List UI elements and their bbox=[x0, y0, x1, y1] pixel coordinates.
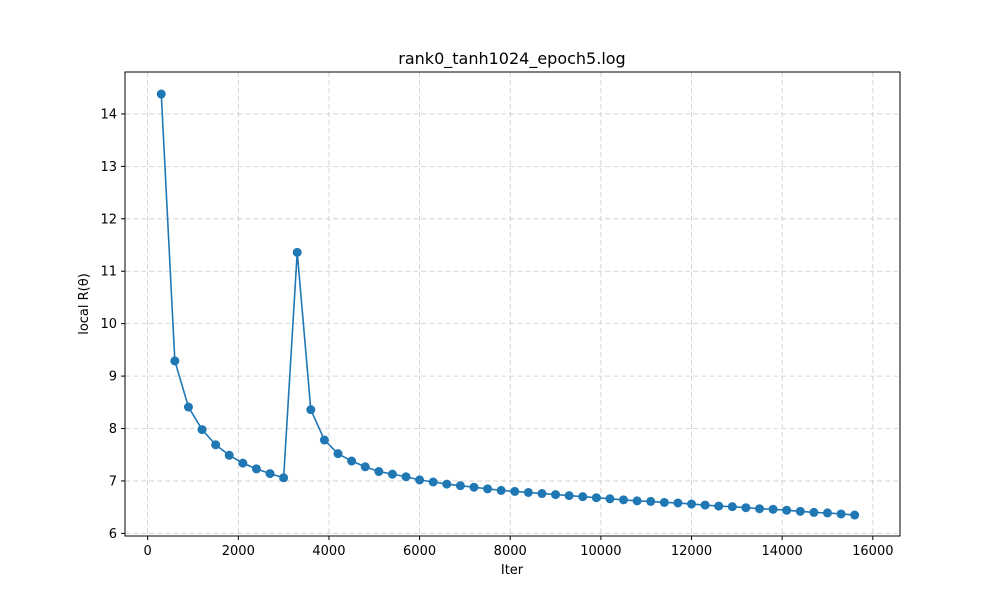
x-tick-label: 4000 bbox=[312, 544, 345, 559]
x-axis-label: Iter bbox=[501, 563, 524, 578]
y-tick-label: 12 bbox=[100, 212, 117, 227]
data-point bbox=[564, 491, 574, 501]
y-tick-label: 14 bbox=[100, 107, 117, 122]
x-tick-label: 0 bbox=[144, 544, 152, 559]
data-point bbox=[238, 458, 248, 468]
data-point bbox=[319, 435, 329, 445]
x-tick-label: 6000 bbox=[403, 544, 436, 559]
y-tick-label: 13 bbox=[100, 160, 117, 175]
data-point bbox=[455, 481, 465, 491]
data-point bbox=[673, 498, 683, 508]
data-point bbox=[442, 479, 452, 489]
data-point bbox=[822, 508, 832, 518]
data-point bbox=[741, 503, 751, 513]
data-point bbox=[483, 484, 493, 494]
y-tick-label: 11 bbox=[100, 265, 117, 280]
plot-frame bbox=[124, 71, 901, 537]
y-tick-label: 9 bbox=[109, 370, 117, 385]
x-tick-label: 10000 bbox=[580, 544, 621, 559]
y-tick-label: 8 bbox=[109, 422, 117, 437]
data-point bbox=[428, 477, 438, 487]
data-point bbox=[306, 405, 316, 415]
data-point bbox=[795, 506, 805, 516]
data-point bbox=[469, 482, 479, 492]
grid bbox=[125, 72, 900, 536]
y-axis: 6 7 8 9 10 11 12 13 14 bbox=[100, 107, 125, 542]
data-point bbox=[347, 456, 357, 466]
data-point bbox=[809, 507, 819, 517]
y-axis-label: local R(θ) bbox=[77, 273, 92, 335]
data-point bbox=[591, 493, 601, 503]
x-tick-label: 2000 bbox=[222, 544, 255, 559]
data-point bbox=[510, 486, 520, 496]
data-point bbox=[523, 487, 533, 497]
data-point bbox=[659, 497, 669, 507]
data-point bbox=[646, 496, 656, 506]
data-point bbox=[619, 495, 629, 505]
x-tick-label: 12000 bbox=[671, 544, 712, 559]
y-tick-label: 10 bbox=[100, 317, 117, 332]
chart-title: rank0_tanh1024_epoch5.log bbox=[398, 49, 625, 69]
series-line bbox=[160, 93, 855, 516]
data-point bbox=[836, 509, 846, 519]
data-point bbox=[632, 496, 642, 506]
data-point bbox=[333, 449, 343, 459]
data-point bbox=[401, 472, 411, 482]
data-point bbox=[578, 492, 588, 502]
y-tick-label: 7 bbox=[109, 474, 117, 489]
data-point bbox=[292, 247, 302, 257]
x-tick-label: 14000 bbox=[761, 544, 802, 559]
data-point bbox=[197, 425, 207, 435]
data-point bbox=[360, 462, 370, 472]
data-point bbox=[279, 473, 289, 483]
x-tick-label: 16000 bbox=[852, 544, 893, 559]
data-point bbox=[850, 510, 860, 520]
data-point bbox=[265, 469, 275, 479]
data-point bbox=[687, 499, 697, 509]
x-tick-label: 8000 bbox=[494, 544, 527, 559]
data-point bbox=[387, 469, 397, 479]
data-point bbox=[183, 402, 193, 412]
x-axis: 0 2000 4000 6000 8000 10000 12000 14000 16000 bbox=[144, 536, 893, 559]
data-point bbox=[156, 89, 166, 99]
data-point bbox=[714, 501, 724, 511]
data-point bbox=[768, 504, 778, 514]
data-point bbox=[496, 485, 506, 495]
data-point bbox=[251, 464, 261, 474]
data-point bbox=[727, 502, 737, 512]
data-point bbox=[700, 500, 710, 510]
data-point bbox=[224, 450, 234, 460]
data-point bbox=[537, 489, 547, 499]
data-point bbox=[782, 505, 792, 515]
series-layer bbox=[156, 89, 860, 520]
data-point bbox=[374, 467, 384, 477]
data-point bbox=[415, 475, 425, 485]
data-point bbox=[211, 440, 221, 450]
data-point bbox=[551, 490, 561, 500]
data-point bbox=[755, 504, 765, 514]
y-tick-label: 6 bbox=[109, 527, 117, 542]
data-point bbox=[170, 356, 180, 366]
data-point bbox=[605, 494, 615, 504]
